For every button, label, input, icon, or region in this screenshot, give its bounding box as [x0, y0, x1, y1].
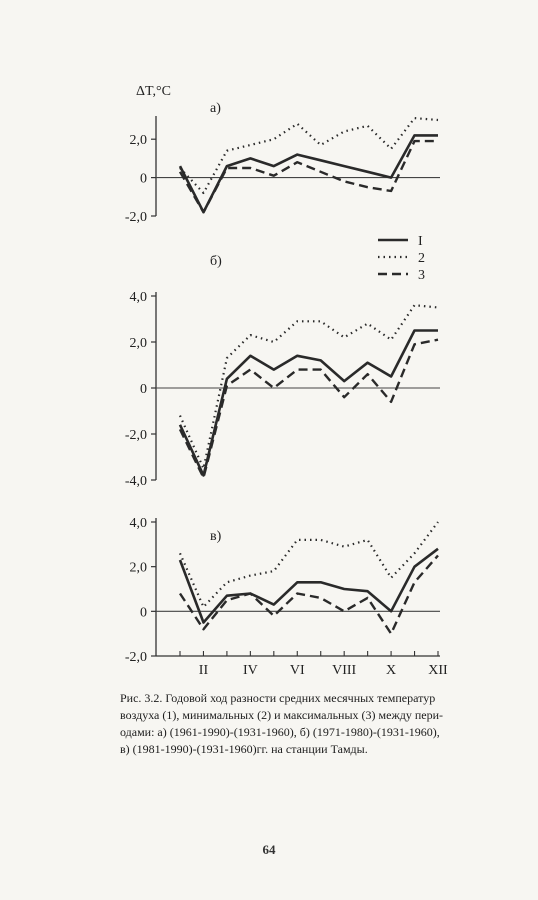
panel-1-ytick-label: 2,0	[130, 133, 148, 148]
panel-3-xtick-label: VI	[290, 663, 305, 678]
panel-2-ytick-label: -2,0	[125, 428, 147, 443]
panel-2-ytick-label: 4,0	[130, 290, 148, 305]
panel-1-series-2	[179, 116, 439, 195]
panel-3-ytick-label: 0	[140, 605, 147, 620]
panel-3-xtick-label: II	[199, 663, 209, 678]
legend-label-I: I	[418, 234, 423, 249]
panel-3-ytick-label: 2,0	[130, 561, 148, 576]
panel-3-xtick-label: XII	[428, 663, 448, 678]
page-number: 64	[262, 842, 276, 857]
figure-svg: -2,0 0 2,0 а) ΔT,°C -4,0 -2,0 0 2,0 4,0 б) -2,0 0 2,0…	[125, 84, 448, 678]
panel-3-xtick-label: X	[386, 663, 396, 678]
panel-3-ytick-label: 4,0	[130, 516, 148, 531]
panel-3-xtick-label: IV	[243, 663, 258, 678]
panel-2-series-2	[178, 304, 439, 470]
caption-line-3: одами: а) (1961-1990)-(1931-1960), б) (1…	[120, 725, 440, 739]
panel-3-series-3	[178, 554, 439, 635]
panel-3-ytick-label: -2,0	[125, 650, 147, 665]
panel-2-ytick-label: -4,0	[125, 474, 147, 489]
panel-1-label: а)	[210, 101, 221, 116]
panel-1-y-axis-title: ΔT,°C	[136, 84, 171, 99]
panel-2-ytick-label: 2,0	[130, 336, 148, 351]
panel-2-series-I	[178, 329, 438, 477]
caption-line-4: в) (1981-1990)-(1931-1960)гг. на станции…	[120, 742, 368, 756]
panel-2-series-3	[178, 338, 439, 479]
legend-label-3: 3	[418, 268, 425, 283]
panel-3-series-I	[178, 547, 439, 624]
legend-label-2: 2	[418, 251, 425, 266]
panel-2-ytick-label: 0	[140, 382, 147, 397]
caption-line-1: Рис. 3.2. Годовой ход разности средних м…	[120, 691, 436, 705]
panel-1-ytick-label: 0	[140, 172, 147, 187]
panel-2-label: б)	[210, 254, 222, 269]
panel-3-xtick-label: VIII	[332, 663, 356, 678]
panel-3-label: в)	[210, 529, 222, 544]
panel-1-ytick-label: -2,0	[125, 210, 147, 225]
panel-1-series-3	[178, 139, 438, 214]
caption-line-2: воздуха (1), минимальных (2) и максималь…	[120, 708, 444, 722]
panel-1-series-I	[178, 134, 438, 214]
figure-caption: Рис. 3.2. Годовой ход разности средних м…	[120, 690, 510, 758]
